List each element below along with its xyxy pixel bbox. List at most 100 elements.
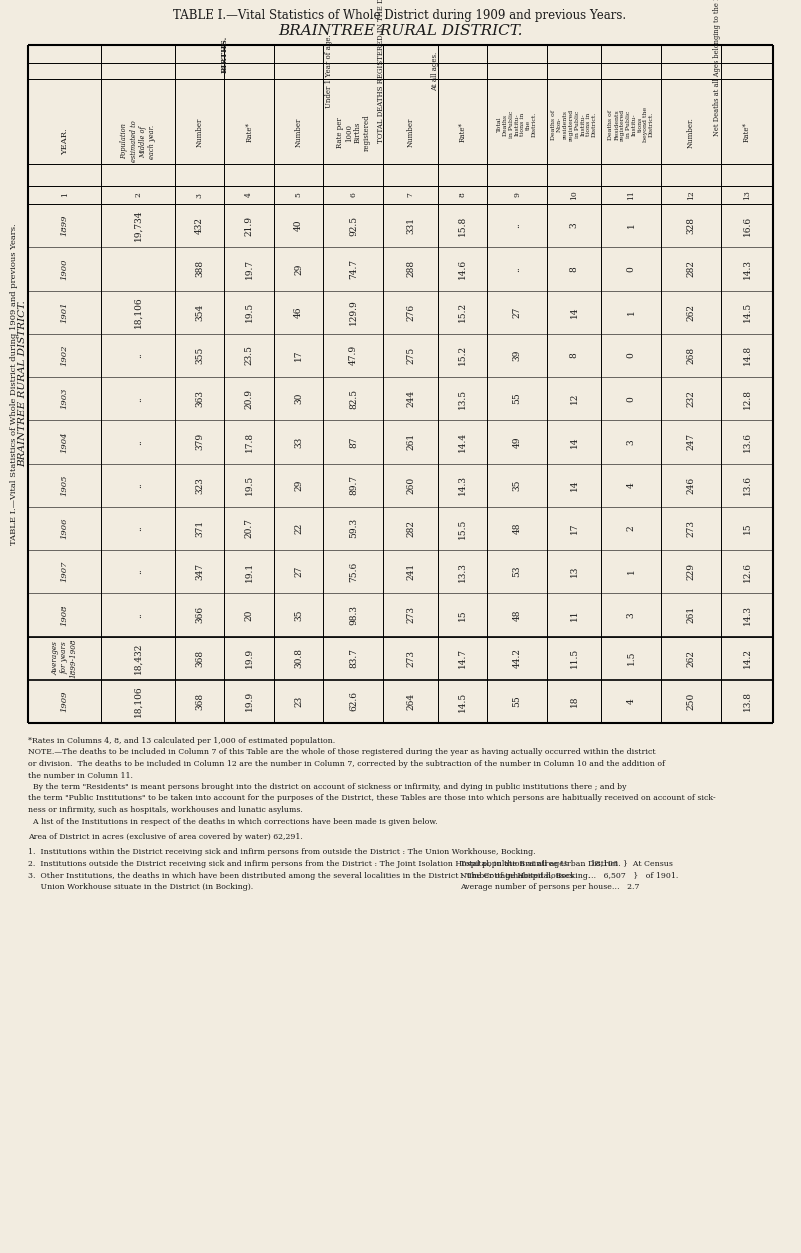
Text: 328: 328 [686,217,695,234]
Text: 44.2: 44.2 [513,648,521,668]
Text: 11.5: 11.5 [570,648,578,668]
Text: 0: 0 [626,396,636,401]
Text: ..: .. [513,266,521,272]
Text: 273: 273 [406,649,415,667]
Text: 1: 1 [626,223,636,228]
Text: 19,734: 19,734 [134,209,143,242]
Text: the number in Column 11.: the number in Column 11. [28,772,133,779]
Text: 1904: 1904 [61,431,69,452]
Text: 8: 8 [570,266,578,272]
Text: 1901: 1901 [61,302,69,323]
Text: ness or infirmity, such as hospitals, workhouses and lunatic asylums.: ness or infirmity, such as hospitals, wo… [28,806,303,814]
Text: BIRTHS.: BIRTHS. [220,35,228,73]
Text: 14.3: 14.3 [743,259,751,279]
Text: Area of District in acres (exclusive of area covered by water) 62,291.: Area of District in acres (exclusive of … [28,833,303,841]
Text: 3: 3 [626,439,636,445]
Text: 12.8: 12.8 [743,388,751,408]
Text: 10: 10 [570,190,578,200]
Text: 14: 14 [570,436,578,447]
Text: ..: .. [134,569,143,574]
Text: 13.6: 13.6 [743,432,751,452]
Text: 1902: 1902 [61,345,69,366]
Text: 5: 5 [295,193,303,198]
Text: 92.5: 92.5 [349,216,358,236]
Text: Number: Number [195,118,203,147]
Text: 27: 27 [294,566,304,578]
Text: 347: 347 [195,563,204,580]
Text: 4: 4 [626,482,636,487]
Text: 14.2: 14.2 [743,648,751,668]
Text: 48: 48 [513,609,521,620]
Text: Number: Number [406,118,414,147]
Text: 14.3: 14.3 [743,605,751,625]
Text: 1: 1 [626,569,636,574]
Text: 432: 432 [195,217,204,234]
Text: 1: 1 [61,193,69,198]
Text: Total
Deaths
in Public
Institu-
tions in
the
District.: Total Deaths in Public Institu- tions in… [497,110,537,138]
Text: 12.6: 12.6 [743,561,751,581]
Text: 19.5: 19.5 [244,475,254,495]
Text: 232: 232 [686,390,695,407]
Text: 261: 261 [406,434,415,450]
Text: 16.6: 16.6 [743,216,751,236]
Text: 1905: 1905 [61,475,69,496]
Text: 8: 8 [458,193,466,198]
Text: 55: 55 [513,695,521,707]
Text: 275: 275 [406,347,415,365]
Text: 27: 27 [513,307,521,318]
Text: 246: 246 [686,476,695,494]
Text: 83.7: 83.7 [349,648,358,668]
Text: 13: 13 [570,566,578,578]
Text: 14.5: 14.5 [743,302,751,322]
Text: Population
estimated to
Middle of
each year.: Population estimated to Middle of each y… [120,120,156,163]
Text: Average number of persons per house…   2.7: Average number of persons per house… 2.7 [460,883,639,891]
Text: 363: 363 [195,390,204,407]
Text: 323: 323 [195,476,204,494]
Text: 89.7: 89.7 [349,475,358,495]
Text: Deaths of
Residents
registered
in Public
Institu-
tions
beyond the
District.: Deaths of Residents registered in Public… [609,107,654,142]
Text: 12: 12 [570,393,578,405]
Text: 19.9: 19.9 [244,692,254,712]
Text: 129.9: 129.9 [349,299,358,325]
Text: 29: 29 [294,263,304,274]
Text: 1: 1 [626,309,636,315]
Text: TABLE I.—Vital Statistics of Whole District during 1909 and previous Years.: TABLE I.—Vital Statistics of Whole Distr… [10,223,18,545]
Text: 46: 46 [294,307,304,318]
Text: 1908: 1908 [61,604,69,625]
Text: 82.5: 82.5 [349,388,358,408]
Text: TABLE I.—Vital Statistics of Whole District during 1909 and previous Years.: TABLE I.—Vital Statistics of Whole Distr… [174,9,626,21]
Text: 268: 268 [686,347,695,363]
Text: A list of the Institutions in respect of the deaths in which corrections have be: A list of the Institutions in respect of… [28,817,437,826]
Text: 19.1: 19.1 [244,561,254,581]
Text: 15.8: 15.8 [458,216,467,236]
Text: Union Workhouse situate in the District (in Bocking).: Union Workhouse situate in the District … [28,883,253,891]
Text: 19.7: 19.7 [244,259,254,279]
Text: 19.5: 19.5 [244,302,254,322]
Text: 59.3: 59.3 [349,519,358,539]
Text: 48: 48 [513,523,521,534]
Text: 21.9: 21.9 [244,216,254,236]
Text: BRAINTREE RURAL DISTRICT.: BRAINTREE RURAL DISTRICT. [278,24,522,38]
Text: 20.7: 20.7 [244,519,254,539]
Text: 15: 15 [458,609,467,620]
Text: 22: 22 [294,523,304,534]
Text: 14.7: 14.7 [458,648,467,668]
Text: 273: 273 [406,606,415,624]
Text: 49: 49 [513,436,521,447]
Text: 0: 0 [626,352,636,358]
Text: 17: 17 [294,350,304,361]
Text: 368: 368 [195,649,204,667]
Text: 13.6: 13.6 [743,475,751,495]
Text: ..: .. [134,525,143,531]
Text: 18,106: 18,106 [134,685,143,717]
Text: 39: 39 [513,350,521,361]
Text: 15.2: 15.2 [458,346,467,366]
Text: 30: 30 [294,393,304,405]
Text: 366: 366 [195,606,204,624]
Text: YEAR.: YEAR. [61,128,69,155]
Text: 4: 4 [245,193,253,198]
Text: 62.6: 62.6 [349,692,358,712]
Text: 247: 247 [686,434,695,450]
Text: 33: 33 [294,436,304,447]
Text: 13.5: 13.5 [458,388,467,408]
